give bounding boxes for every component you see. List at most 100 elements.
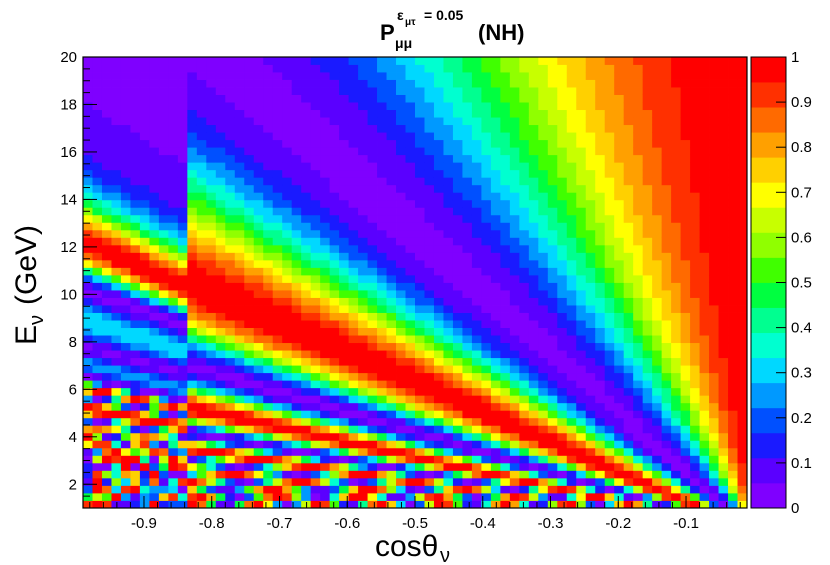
heatmap-cell	[623, 492, 634, 501]
heatmap-cell	[348, 432, 359, 441]
heatmap-cell	[519, 229, 530, 238]
heatmap-cell	[83, 365, 93, 374]
heatmap-cell	[585, 222, 596, 231]
heatmap-cell	[225, 244, 236, 253]
heatmap-cell	[604, 350, 615, 359]
heatmap-cell	[680, 252, 691, 261]
y-tick-label: 2	[69, 476, 77, 493]
heatmap-cell	[92, 139, 103, 148]
heatmap-cell	[206, 64, 217, 73]
heatmap-cell	[500, 305, 511, 313]
heatmap-cell	[566, 259, 577, 268]
heatmap-cell	[206, 184, 217, 193]
heatmap-cell	[557, 447, 568, 456]
heatmap-cell	[177, 79, 188, 88]
heatmap-cell	[83, 154, 93, 163]
heatmap-cell	[120, 410, 131, 419]
heatmap-cell	[282, 372, 293, 381]
heatmap-cell	[728, 102, 738, 111]
heatmap-cell	[168, 229, 179, 238]
heatmap-cell	[206, 192, 217, 201]
heatmap-cell	[396, 109, 406, 118]
heatmap-cell	[671, 109, 681, 118]
heatmap-cell	[433, 387, 444, 396]
heatmap-cell	[500, 462, 511, 471]
heatmap-cell	[509, 282, 520, 291]
heatmap-cell	[234, 139, 245, 148]
heatmap-cell	[490, 154, 501, 163]
heatmap-cell	[481, 350, 492, 359]
heatmap-cell	[528, 395, 539, 404]
heatmap-cell	[604, 94, 615, 103]
heatmap-cell	[528, 102, 539, 111]
heatmap-cell	[690, 432, 700, 441]
heatmap-cell	[566, 207, 577, 216]
heatmap-cell	[253, 132, 264, 141]
heatmap-cell	[158, 207, 169, 216]
heatmap-cell	[301, 477, 312, 486]
heatmap-cell	[471, 117, 482, 126]
heatmap-cell	[130, 222, 141, 231]
heatmap-cell	[509, 207, 520, 216]
heatmap-cell	[737, 410, 748, 419]
heatmap-cell	[291, 432, 302, 441]
heatmap-cell	[92, 500, 103, 509]
heatmap-cell	[206, 267, 217, 276]
heatmap-cell	[443, 492, 454, 501]
heatmap-cell	[396, 184, 406, 193]
heatmap-cell	[424, 214, 435, 223]
heatmap-cell	[566, 462, 577, 471]
heatmap-cell	[120, 214, 131, 223]
heatmap-cell	[642, 169, 653, 178]
heatmap-cell	[158, 102, 169, 111]
heatmap-cell	[301, 417, 312, 426]
heatmap-cell	[490, 342, 501, 351]
heatmap-cell	[310, 485, 321, 494]
heatmap-cell	[737, 335, 748, 344]
heatmap-cell	[158, 274, 169, 283]
heatmap-cell	[652, 485, 663, 494]
heatmap-cell	[177, 94, 188, 103]
heatmap-cell	[557, 350, 568, 359]
heatmap-cell	[661, 320, 672, 328]
colorbar-tick-label: 1	[791, 49, 799, 66]
heatmap-cell	[386, 320, 397, 328]
heatmap-cell	[585, 237, 596, 246]
heatmap-cell	[680, 395, 691, 404]
heatmap-cell	[452, 425, 463, 434]
heatmap-cell	[604, 237, 615, 246]
heatmap-cell	[443, 192, 454, 201]
heatmap-cell	[424, 87, 435, 95]
heatmap-cell	[386, 297, 397, 306]
heatmap-cell	[187, 357, 198, 366]
heatmap-cell	[329, 282, 340, 291]
heatmap-cell	[187, 244, 198, 253]
heatmap-cell	[177, 117, 188, 126]
heatmap-cell	[405, 342, 416, 351]
heatmap-cell	[737, 79, 748, 88]
heatmap-cell	[329, 432, 340, 441]
heatmap-cell	[130, 402, 141, 411]
heatmap-cell	[538, 199, 549, 208]
heatmap-cell	[272, 417, 283, 426]
heatmap-cell	[462, 440, 473, 449]
heatmap-cell	[509, 199, 520, 208]
heatmap-cell	[443, 297, 454, 306]
heatmap-cell	[130, 117, 141, 126]
heatmap-cell	[737, 312, 748, 321]
heatmap-cell	[471, 162, 482, 171]
heatmap-cell	[415, 229, 425, 238]
heatmap-cell	[168, 139, 179, 148]
heatmap-cell	[595, 109, 606, 118]
heatmap-cell	[604, 252, 615, 261]
heatmap-cell	[718, 387, 729, 396]
heatmap-cell	[367, 132, 378, 141]
heatmap-cell	[196, 425, 207, 434]
heatmap-cell	[481, 282, 492, 291]
heatmap-cell	[187, 87, 198, 95]
heatmap-cell	[386, 252, 397, 261]
heatmap-cell	[585, 365, 596, 374]
heatmap-cell	[234, 117, 245, 126]
heatmap-cell	[149, 154, 160, 163]
heatmap-cell	[396, 372, 406, 381]
